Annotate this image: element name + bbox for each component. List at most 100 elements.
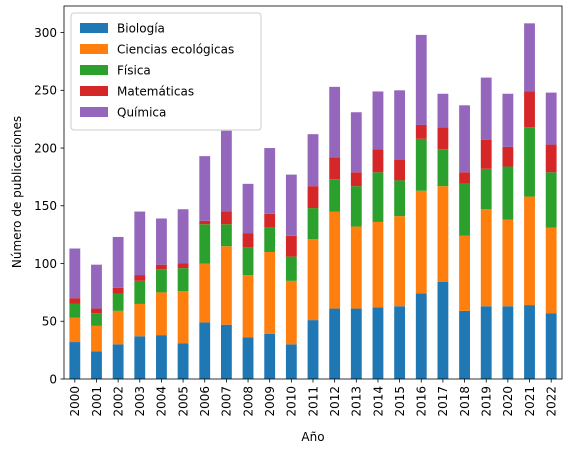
bar-2018-series-0 [459, 310, 470, 379]
bar-2009-series-3 [264, 213, 276, 228]
y-ticks: 0 50 100 150 200 250 300 [34, 26, 64, 386]
x-tick-label: 2004 [155, 386, 169, 417]
x-tick-label: 2003 [133, 386, 147, 417]
bar-2022-series-0 [545, 313, 557, 379]
bar-2016-series-3 [415, 124, 427, 139]
bar-2008-series-2 [242, 247, 254, 276]
x-tick-label: 2019 [480, 386, 494, 417]
bar-2018-series-2 [459, 183, 470, 236]
legend-label: Ciencias ecológicas [117, 43, 234, 57]
bar-2004-series-3 [156, 264, 167, 270]
bar-2000-series-2 [69, 303, 81, 318]
y-tick-label: 300 [34, 26, 57, 40]
x-tick-label: 2017 [436, 386, 450, 417]
y-axis-title: Número de publicaciones [10, 116, 24, 268]
bar-2018-series-1 [459, 235, 470, 311]
bar-2022-series-3 [545, 144, 557, 173]
bar-2017-series-4 [437, 93, 449, 128]
bar-2017-series-0 [437, 282, 449, 379]
bar-2019-series-3 [480, 139, 492, 169]
bar-2004-series-4 [156, 218, 167, 265]
y-tick-label: 0 [49, 372, 57, 386]
x-tick-label: 2001 [90, 386, 104, 417]
plot-frame [63, 5, 563, 380]
bar-2003-series-1 [134, 303, 146, 337]
bars-layer [69, 23, 557, 379]
legend-label: Biología [117, 22, 165, 36]
bar-2012-series-4 [329, 86, 341, 158]
bar-2019-series-0 [480, 306, 492, 379]
legend-box [70, 12, 262, 131]
bar-2017-series-3 [437, 127, 449, 150]
bar-2010-series-3 [285, 235, 297, 257]
x-tick-label: 2020 [501, 386, 515, 417]
bar-2021-series-0 [524, 305, 535, 379]
bar-2012-series-2 [329, 179, 341, 212]
bar-2000-series-4 [69, 248, 81, 299]
bar-2021-series-2 [524, 127, 535, 197]
bar-2000-series-0 [69, 342, 81, 379]
x-tick-label: 2006 [198, 386, 212, 417]
bar-2020-series-0 [502, 306, 514, 379]
bar-2003-series-2 [134, 280, 146, 304]
x-ticks: 2000 2001 2002 2003 2004 2005 2006 2007 2008 2009… [68, 379, 558, 417]
bar-2018-series-3 [459, 172, 470, 184]
x-tick-label: 2002 [111, 386, 125, 417]
bar-2011-series-1 [307, 239, 319, 321]
y-tick-label: 50 [42, 315, 57, 329]
bar-2022-series-4 [545, 92, 557, 145]
bar-2020-series-3 [502, 146, 514, 167]
bar-2011-series-2 [307, 208, 319, 240]
x-tick-label: 2000 [68, 386, 82, 417]
bar-2016-series-2 [415, 138, 427, 191]
bar-2002-series-4 [112, 236, 124, 288]
legend-label: Matemáticas [117, 85, 194, 99]
bar-2007-series-2 [220, 224, 232, 247]
bar-2001-series-1 [91, 325, 102, 352]
x-tick-label: 2010 [285, 386, 299, 417]
bar-2005-series-2 [177, 268, 189, 292]
bar-2020-series-4 [502, 93, 514, 147]
bar-2014-series-4 [372, 91, 384, 150]
bar-2008-series-4 [242, 183, 254, 234]
bar-2011-series-3 [307, 186, 319, 209]
bar-2008-series-0 [242, 337, 254, 379]
bar-2011-series-4 [307, 134, 319, 187]
bar-2002-series-0 [112, 344, 124, 379]
bar-2022-series-2 [545, 172, 557, 228]
y-tick-label: 250 [34, 84, 57, 98]
x-tick-label: 2016 [415, 386, 429, 417]
bar-2008-series-1 [242, 275, 254, 338]
bar-2012-series-0 [329, 308, 341, 379]
bar-2014-series-0 [372, 307, 384, 379]
bar-2019-series-1 [480, 209, 492, 307]
bar-2007-series-4 [220, 130, 232, 212]
x-tick-label: 2015 [393, 386, 407, 417]
bar-2009-series-1 [264, 251, 276, 334]
bar-2001-series-2 [91, 313, 102, 326]
bar-2021-series-3 [524, 91, 535, 128]
bar-2021-series-4 [524, 23, 535, 92]
bar-2009-series-4 [264, 148, 276, 214]
bar-2001-series-4 [91, 264, 102, 309]
bar-2010-series-4 [285, 174, 297, 236]
x-tick-label: 2022 [544, 386, 558, 417]
bar-2016-series-4 [415, 34, 427, 125]
legend-swatch [80, 23, 108, 33]
bar-2009-series-2 [264, 227, 276, 252]
bar-2015-series-1 [394, 216, 406, 307]
bar-2006-series-3 [199, 220, 211, 225]
bar-2004-series-2 [156, 269, 167, 293]
bar-2000-series-3 [69, 298, 81, 304]
bar-2013-series-3 [350, 172, 362, 187]
bar-2017-series-1 [437, 186, 449, 282]
bar-2010-series-2 [285, 256, 297, 281]
bar-2006-series-0 [199, 322, 211, 379]
x-axis-title: Año [301, 430, 324, 444]
x-tick-label: 2018 [458, 386, 472, 417]
y-tick-label: 150 [34, 199, 57, 213]
bar-2003-series-3 [134, 275, 146, 281]
legend: Biología Ciencias ecológicas Física Matemát… [70, 12, 262, 131]
x-tick-label: 2005 [176, 386, 190, 417]
bar-2015-series-2 [394, 180, 406, 217]
